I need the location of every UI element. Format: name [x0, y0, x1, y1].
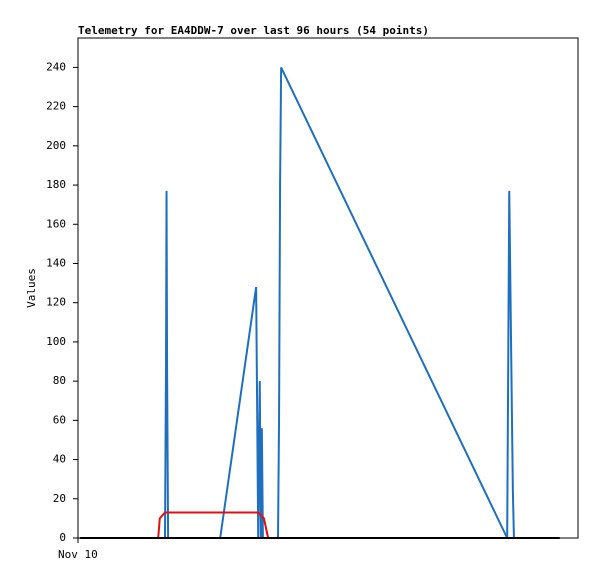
y-tick-label: 60 [53, 413, 66, 426]
x-tick-label: Nov 10 [58, 548, 98, 561]
y-tick-label: 0 [59, 531, 66, 544]
series-line [157, 511, 270, 539]
y-tick-label: 120 [46, 296, 66, 309]
y-tick-label: 40 [53, 453, 66, 466]
y-axis-label: Values [25, 268, 38, 308]
y-tick-label: 80 [53, 374, 66, 387]
series-line [163, 66, 515, 539]
y-tick-label: 140 [46, 256, 66, 269]
chart-title: Telemetry for EA4DDW-7 over last 96 hour… [78, 24, 429, 37]
y-tick-label: 200 [46, 139, 66, 152]
y-tick-label: 160 [46, 217, 66, 230]
y-tick-label: 240 [46, 60, 66, 73]
y-tick-label: 220 [46, 100, 66, 113]
y-tick-label: 20 [53, 492, 66, 505]
y-tick-label: 180 [46, 178, 66, 191]
y-tick-label: 100 [46, 335, 66, 348]
plot-frame [77, 37, 579, 539]
